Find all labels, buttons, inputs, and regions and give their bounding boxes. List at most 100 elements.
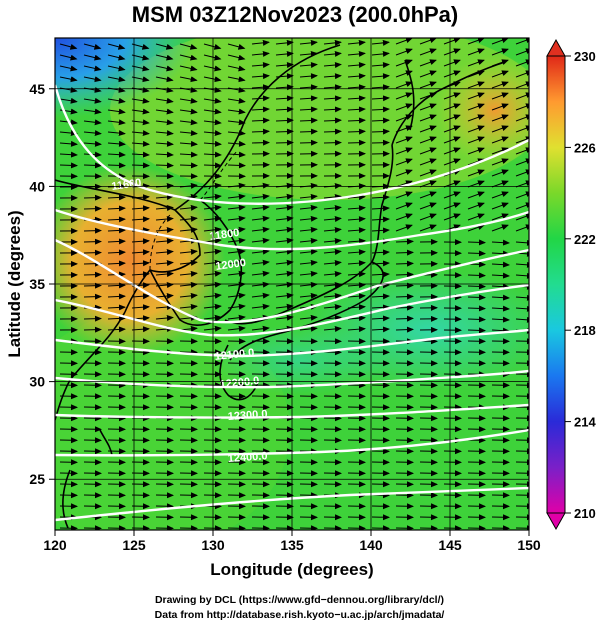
wind-arrow: [323, 270, 342, 277]
wind-arrow: [179, 259, 198, 266]
wind-arrow: [395, 326, 414, 333]
wind-arrow: [323, 325, 342, 332]
wind-arrow: [107, 140, 126, 147]
wind-arrow: [347, 326, 366, 333]
wind-arrow: [467, 213, 485, 221]
wind-arrow: [491, 114, 509, 122]
wind-arrow: [203, 108, 222, 115]
wind-arrow: [371, 326, 390, 333]
wind-arrow: [131, 293, 150, 300]
wind-arrow: [179, 76, 198, 83]
wind-arrow: [275, 314, 294, 321]
wind-arrow: [491, 305, 510, 312]
wind-arrow: [467, 92, 485, 100]
wind-arrow: [155, 130, 174, 137]
wind-arrow: [419, 59, 437, 67]
wind-arrow: [179, 108, 198, 115]
wind-arrow: [323, 84, 342, 91]
wind-arrow: [371, 271, 390, 278]
wind-arrow: [299, 62, 318, 69]
x-tick-label: 150: [517, 537, 541, 553]
wind-arrow: [467, 38, 485, 45]
wind-arrow: [347, 205, 366, 212]
wind-arrow: [347, 50, 366, 57]
wind-arrow: [419, 158, 437, 166]
x-tick-label: 125: [122, 537, 146, 553]
wind-arrow: [251, 95, 270, 102]
wind-arrow: [323, 215, 342, 222]
y-tick-label: 30: [29, 374, 45, 390]
wind-arrow: [467, 224, 485, 232]
wind-arrow: [251, 259, 270, 266]
wind-arrow: [59, 65, 78, 72]
wind-arrow: [515, 272, 529, 279]
wind-arrow: [251, 73, 270, 80]
wind-arrow: [155, 108, 174, 115]
wind-arrow: [491, 169, 509, 177]
wind-arrow: [203, 259, 222, 266]
wind-arrow: [251, 215, 270, 222]
colorbar-tick-label: 230: [574, 49, 596, 64]
wind-arrow: [131, 54, 150, 61]
wind-arrow: [419, 48, 437, 56]
wind-arrow: [347, 282, 366, 289]
wind-arrow: [515, 147, 529, 155]
x-tick-label: 135: [280, 537, 304, 553]
wind-arrow: [323, 226, 342, 233]
wind-arrow: [515, 294, 529, 301]
wind-arrow: [395, 103, 413, 111]
wind-arrow: [131, 216, 150, 223]
wind-arrow: [179, 292, 198, 299]
wind-arrow: [395, 202, 413, 210]
wind-arrow: [371, 95, 390, 102]
wind-arrow: [179, 97, 198, 104]
wind-arrow: [515, 38, 529, 45]
wind-arrow: [419, 202, 437, 210]
wind-arrow: [179, 151, 198, 158]
wind-arrow: [83, 65, 102, 72]
borders: [149, 149, 239, 271]
colorbar-scale: [546, 55, 566, 514]
wind-arrow: [299, 314, 318, 321]
wind-arrow: [275, 204, 294, 211]
wind-arrow: [203, 65, 222, 72]
wind-arrow: [275, 117, 294, 124]
wind-arrow: [203, 215, 222, 222]
wind-arrow: [419, 114, 437, 122]
wind-arrow: [179, 54, 198, 61]
wind-arrow: [395, 315, 414, 322]
wind-arrow: [347, 73, 366, 80]
wind-arrow: [227, 204, 246, 211]
wind-arrow: [227, 237, 246, 244]
wind-arrow: [395, 158, 413, 166]
wind-arrow: [347, 194, 366, 201]
wind-arrow: [155, 54, 174, 61]
wind-arrow: [419, 213, 437, 221]
wind-arrow: [491, 147, 509, 155]
wind-arrow: [107, 304, 126, 311]
x-axis-label: Longitude (degrees): [210, 560, 373, 579]
wind-arrow: [299, 39, 318, 46]
wind-arrow: [299, 248, 318, 255]
wind-arrow: [275, 95, 294, 102]
wind-arrow: [491, 125, 509, 133]
wind-arrow: [443, 92, 461, 100]
wind-arrow: [419, 136, 437, 144]
wind-arrow: [299, 270, 318, 277]
wind-arrow: [227, 54, 246, 61]
wind-arrow: [419, 125, 437, 133]
wind-arrow: [467, 136, 485, 144]
wind-arrow: [419, 147, 437, 155]
wind-arrow: [155, 227, 174, 234]
wind-arrow: [395, 282, 414, 289]
wind-arrow: [251, 226, 270, 233]
wind-arrow: [515, 70, 529, 78]
wind-arrow: [251, 325, 270, 332]
wind-arrow: [59, 97, 78, 104]
wind-arrow: [179, 226, 198, 233]
wind-arrow: [491, 92, 509, 100]
wind-arrow: [491, 81, 509, 89]
wind-arrow: [491, 261, 510, 268]
y-tick-label: 35: [29, 276, 45, 292]
